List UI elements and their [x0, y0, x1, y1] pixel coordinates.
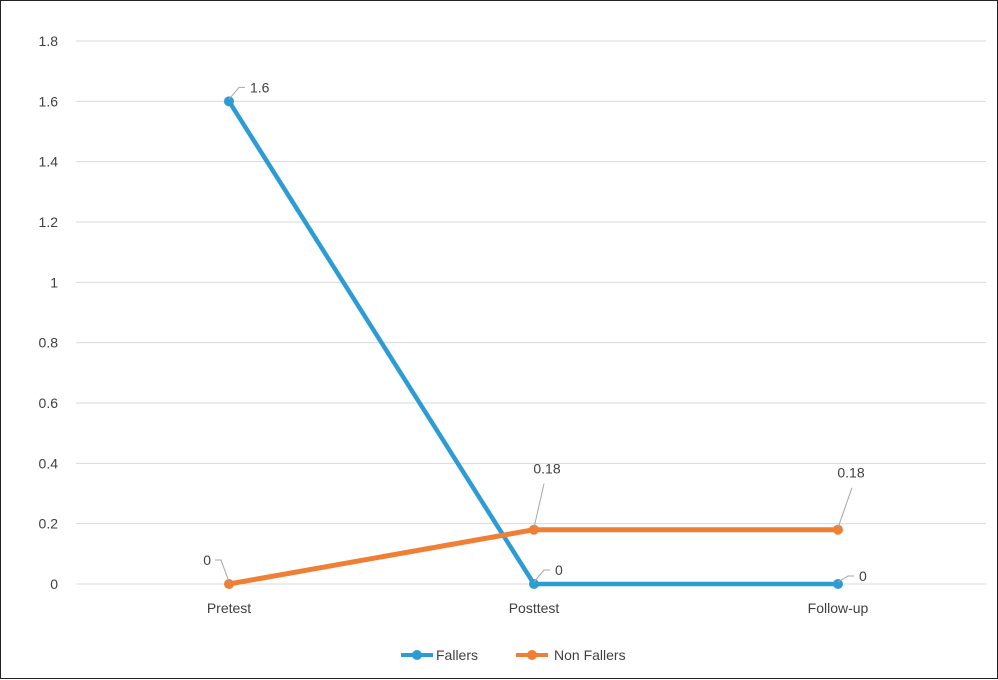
data-point — [224, 579, 234, 589]
y-tick-label: 1.4 — [39, 154, 59, 170]
legend-label: Fallers — [436, 647, 478, 663]
y-tick-label: 0.6 — [39, 395, 59, 411]
leader-line — [837, 487, 853, 528]
y-tick-label: 0.4 — [39, 455, 59, 471]
data-label: 1.6 — [250, 79, 270, 95]
y-tick-label: 1.8 — [39, 33, 59, 49]
y-tick-label: 1 — [50, 274, 58, 290]
y-tick-label: 0.8 — [39, 335, 59, 351]
series-lines — [224, 96, 843, 589]
data-labels: 1.6 0 0 0 0.18 0.18 — [203, 79, 867, 584]
data-point — [833, 579, 843, 589]
legend: Fallers Non Fallers — [401, 647, 626, 663]
x-axis-category-labels: Pretest Posttest Follow-up — [207, 600, 869, 616]
data-label: 0.18 — [837, 465, 864, 481]
x-category-label: Pretest — [207, 600, 251, 616]
y-tick-label: 0 — [50, 576, 58, 592]
data-point — [833, 524, 843, 535]
data-label: 0.18 — [533, 461, 560, 477]
leader-line — [533, 483, 545, 528]
data-label: 0 — [203, 552, 211, 568]
leader-line — [228, 86, 245, 100]
data-label: 0 — [555, 562, 563, 578]
legend-label: Non Fallers — [554, 647, 626, 663]
legend-swatch-marker — [412, 650, 422, 660]
leader-line — [215, 559, 230, 583]
x-category-label: Posttest — [509, 600, 560, 616]
leader-line — [837, 575, 854, 583]
legend-swatch-marker — [527, 650, 537, 660]
data-label: 0 — [859, 568, 867, 584]
leader-line — [533, 569, 550, 583]
data-point — [529, 524, 539, 535]
data-point — [224, 96, 234, 107]
y-axis-tick-labels: 0 0.2 0.4 0.6 0.8 1 1.2 1.4 1.6 1.8 — [39, 33, 59, 592]
gridlines — [76, 40, 986, 585]
x-category-label: Follow-up — [808, 600, 869, 616]
y-tick-label: 0.2 — [39, 516, 59, 532]
y-tick-label: 1.6 — [39, 93, 59, 109]
series-line-non-fallers — [228, 527, 838, 587]
data-point — [529, 579, 539, 589]
y-tick-label: 1.2 — [39, 214, 59, 230]
